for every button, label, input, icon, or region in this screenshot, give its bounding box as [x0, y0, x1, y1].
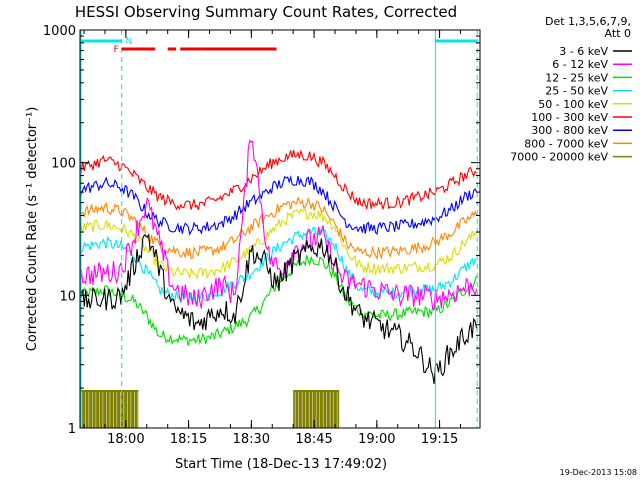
series-line-25-50- — [79, 226, 477, 305]
x-tick-label: 18:30 — [233, 432, 270, 447]
chart-title: HESSI Observing Summary Count Rates, Cor… — [75, 3, 457, 21]
legend-header-attenuator: Att 0 — [605, 27, 631, 40]
y-tick-label: 1000 — [43, 24, 76, 39]
legend-label: 100 - 300 keV — [531, 111, 608, 124]
observing-markers: NF — [79, 30, 478, 428]
plot-frame — [79, 29, 481, 429]
legend-label: 7000 - 20000 keV — [510, 151, 608, 164]
legend-label: 6 - 12 keV — [552, 58, 608, 71]
legend-label: 800 - 7000 keV — [524, 137, 608, 150]
legend-header-detectors: Det 1,3,5,6,7,9, — [545, 15, 631, 28]
series-line-100-300- — [79, 149, 477, 211]
legend-label: 12 - 25 keV — [545, 71, 608, 84]
flare-label: F — [114, 45, 119, 55]
footer-date: 19-Dec-2013 15:08 — [560, 468, 637, 477]
y-tick-label: 100 — [51, 157, 76, 172]
y-tick-label: 1 — [68, 422, 76, 437]
series-line-6-12- — [79, 139, 478, 311]
legend-label: 50 - 100 keV — [538, 98, 608, 111]
night-label: N — [126, 37, 133, 47]
series-line-50-100- — [79, 207, 478, 281]
series-layer — [79, 139, 478, 385]
legend-label: 3 - 6 keV — [559, 45, 608, 58]
legend-label: 25 - 50 keV — [545, 85, 608, 98]
x-axis-label: Start Time (18-Dec-13 17:49:02) — [175, 457, 387, 472]
x-tick-label: 19:00 — [358, 432, 395, 447]
saa-markers — [79, 390, 340, 428]
series-line-3-6- — [79, 233, 478, 385]
y-axis-label: Corrected Count Rate (s⁻¹ detector⁻¹) — [25, 107, 40, 352]
x-tick-label: 18:45 — [295, 432, 332, 447]
legend-label: 300 - 800 keV — [531, 124, 608, 137]
axes: 18:00 18:15 18:30 18:45 19:00 19:15 1 10 100 1000 — [43, 24, 481, 447]
y-tick-label: 10 — [59, 289, 76, 304]
saa-block — [79, 390, 139, 428]
series-line-300-800- — [79, 175, 478, 236]
x-tick-label: 18:00 — [107, 432, 144, 447]
x-tick-label: 19:15 — [421, 432, 458, 447]
x-tick-label: 18:15 — [170, 432, 207, 447]
